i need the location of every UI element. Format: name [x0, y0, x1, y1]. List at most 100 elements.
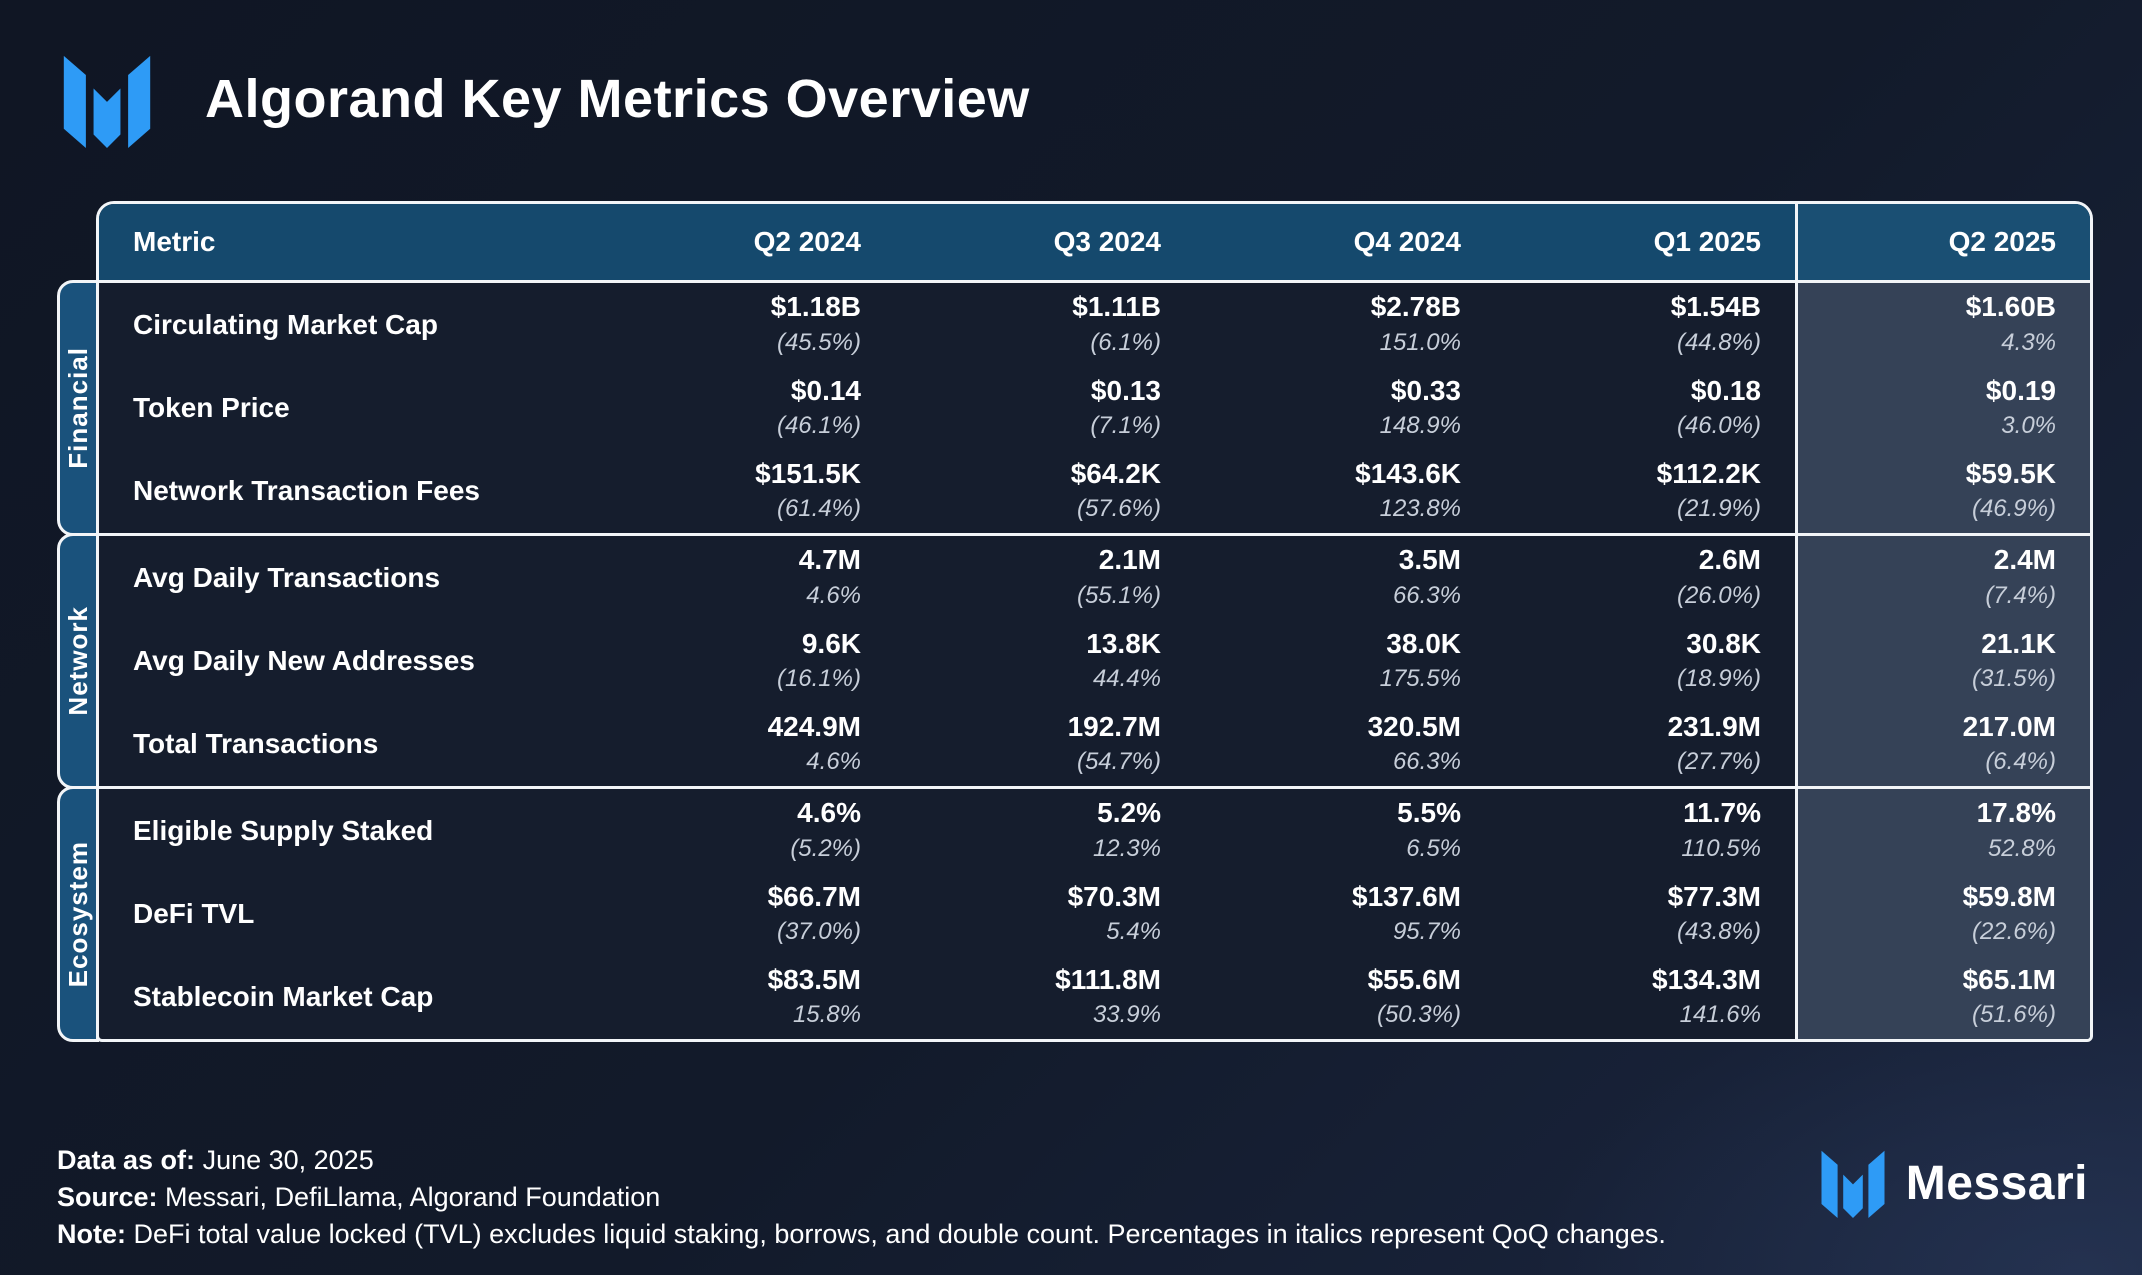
metric-value: 2.4M: [1993, 544, 2056, 576]
qoq-change: (45.5%): [776, 328, 861, 356]
column-header-q3-2024: Q3 2024: [1053, 226, 1161, 257]
metric-value-cell: $83.5M 15.8%: [595, 956, 895, 1039]
qoq-change: 95.7%: [1392, 917, 1461, 945]
qoq-change: (16.1%): [776, 664, 861, 692]
qoq-change: (57.6%): [1076, 495, 1161, 523]
metric-value-cell: $0.18 (46.0%): [1495, 366, 1795, 449]
metric-value-cell: $111.8M 33.9%: [895, 956, 1195, 1039]
qoq-change: (7.4%): [1985, 581, 2056, 609]
qoq-change: (37.0%): [776, 917, 861, 945]
metric-value: 30.8K: [1686, 627, 1761, 659]
metric-value: $55.6M: [1367, 964, 1461, 996]
metric-value: 21.1K: [1981, 627, 2056, 659]
metric-value: $64.2K: [1070, 458, 1161, 490]
data-as-of-label: Data as of:: [57, 1145, 196, 1175]
qoq-change: 4.6%: [806, 581, 861, 609]
metric-value-cell: $59.8M (22.6%): [1795, 872, 2090, 956]
metric-name: Avg Daily New Addresses: [133, 644, 475, 676]
metric-value-cell: $134.3M 141.6%: [1495, 956, 1795, 1039]
metric-value-cell: $143.6K 123.8%: [1195, 450, 1495, 533]
section-label-text: Ecosystem: [62, 840, 93, 988]
metric-value-cell: 4.6% (5.2%): [595, 789, 895, 872]
qoq-change: (18.9%): [1676, 664, 1761, 692]
qoq-change: 66.3%: [1392, 581, 1461, 609]
metric-name: Token Price: [133, 391, 290, 423]
table-row: Token Price $0.14 (46.1%) $0.13 (7.1%) $0.33 1…: [99, 366, 2090, 450]
metric-value-cell: 17.8% 52.8%: [1795, 789, 2090, 873]
metric-name: Eligible Supply Staked: [133, 814, 434, 846]
table-section-network: Avg Daily Transactions 4.7M 4.6% 2.1M (55.1%…: [99, 533, 2090, 786]
qoq-change: 33.9%: [1092, 1001, 1161, 1029]
qoq-change: (31.5%): [1971, 664, 2056, 692]
metric-value: $1.18B: [770, 291, 861, 323]
metric-value-cell: 38.0K 175.5%: [1195, 619, 1495, 702]
metric-value: $1.54B: [1670, 291, 1761, 323]
metric-value: 424.9M: [767, 711, 861, 743]
metric-value: 17.8%: [1976, 797, 2056, 829]
metric-value: $77.3M: [1667, 880, 1761, 912]
metric-value: 192.7M: [1067, 711, 1161, 743]
metric-value-cell: $1.60B 4.3%: [1795, 283, 2090, 367]
qoq-change: 4.6%: [806, 748, 861, 776]
metric-value: $1.60B: [1965, 291, 2056, 323]
qoq-change: (7.1%): [1090, 411, 1161, 439]
table-row: Eligible Supply Staked 4.6% (5.2%) 5.2% 12.3…: [99, 789, 2090, 873]
metric-name: Avg Daily Transactions: [133, 561, 441, 593]
messari-logo-icon: [1821, 1150, 1885, 1218]
metric-name: Stablecoin Market Cap: [133, 981, 434, 1013]
metric-value: 231.9M: [1667, 711, 1761, 743]
metric-value-cell: $0.19 3.0%: [1795, 366, 2090, 450]
metric-value: $66.7M: [767, 880, 861, 912]
metric-value-cell: 231.9M (27.7%): [1495, 703, 1795, 786]
metric-value: $112.2K: [1656, 458, 1761, 490]
metric-value-cell: 11.7% 110.5%: [1495, 789, 1795, 872]
data-as-of-line: Data as of: June 30, 2025: [57, 1142, 1666, 1179]
metric-value: 4.6%: [797, 797, 861, 829]
metric-name: Circulating Market Cap: [133, 308, 438, 340]
metric-value-cell: 4.7M 4.6%: [595, 536, 895, 619]
qoq-change: 6.5%: [1406, 834, 1461, 862]
metric-value-cell: 13.8K 44.4%: [895, 619, 1195, 702]
section-label-column: Financial Network Ecosystem: [57, 280, 99, 1042]
metric-value-cell: $137.6M 95.7%: [1195, 872, 1495, 955]
metric-value: 11.7%: [1683, 797, 1761, 829]
qoq-change: 3.0%: [2001, 411, 2056, 439]
source-line: Source: Messari, DefiLlama, Algorand Fou…: [57, 1179, 1666, 1216]
metric-value-cell: $64.2K (57.6%): [895, 450, 1195, 533]
metric-value-cell: 2.4M (7.4%): [1795, 536, 2090, 620]
footer-notes: Data as of: June 30, 2025 Source: Messar…: [57, 1142, 1666, 1253]
metric-value: $0.13: [1090, 374, 1161, 406]
table-section-ecosystem: Eligible Supply Staked 4.6% (5.2%) 5.2% 12.3…: [99, 786, 2090, 1039]
qoq-change: (6.4%): [1985, 748, 2056, 776]
metric-value-cell: 2.1M (55.1%): [895, 536, 1195, 619]
source-value: Messari, DefiLlama, Algorand Foundation: [165, 1182, 661, 1212]
metric-value-cell: $77.3M (43.8%): [1495, 872, 1795, 955]
qoq-change: 52.8%: [1987, 834, 2056, 862]
page-title: Algorand Key Metrics Overview: [205, 69, 1030, 129]
metric-value-cell: 5.5% 6.5%: [1195, 789, 1495, 872]
metric-value: $59.8M: [1962, 880, 2056, 912]
metric-value: $111.8M: [1055, 964, 1161, 996]
qoq-change: (27.7%): [1676, 748, 1761, 776]
metric-value-cell: 9.6K (16.1%): [595, 619, 895, 702]
metric-value-cell: $151.5K (61.4%): [595, 450, 895, 533]
metric-value: $0.33: [1390, 374, 1461, 406]
messari-logo-icon: [63, 55, 151, 148]
qoq-change: (5.2%): [790, 834, 861, 862]
metric-value-cell: $1.54B (44.8%): [1495, 283, 1795, 366]
column-header-q2-2024: Q2 2024: [753, 226, 861, 257]
metric-value-cell: 21.1K (31.5%): [1795, 619, 2090, 703]
metric-value-cell: $112.2K (21.9%): [1495, 450, 1795, 533]
messari-wordmark: Messari: [1905, 1156, 2088, 1210]
metric-value-cell: 192.7M (54.7%): [895, 703, 1195, 786]
section-label-network: Network: [57, 533, 99, 789]
table-section-financial: Circulating Market Cap $1.18B (45.5%) $1.11…: [99, 280, 2090, 533]
metric-value-cell: 5.2% 12.3%: [895, 789, 1195, 872]
table-row: Avg Daily Transactions 4.7M 4.6% 2.1M (55.1%…: [99, 536, 2090, 620]
qoq-change: (46.1%): [776, 411, 861, 439]
qoq-change: 110.5%: [1681, 834, 1761, 862]
qoq-change: 44.4%: [1092, 664, 1161, 692]
metric-value: 320.5M: [1367, 711, 1461, 743]
metric-value-cell: 424.9M 4.6%: [595, 703, 895, 786]
qoq-change: 123.8%: [1379, 495, 1461, 523]
